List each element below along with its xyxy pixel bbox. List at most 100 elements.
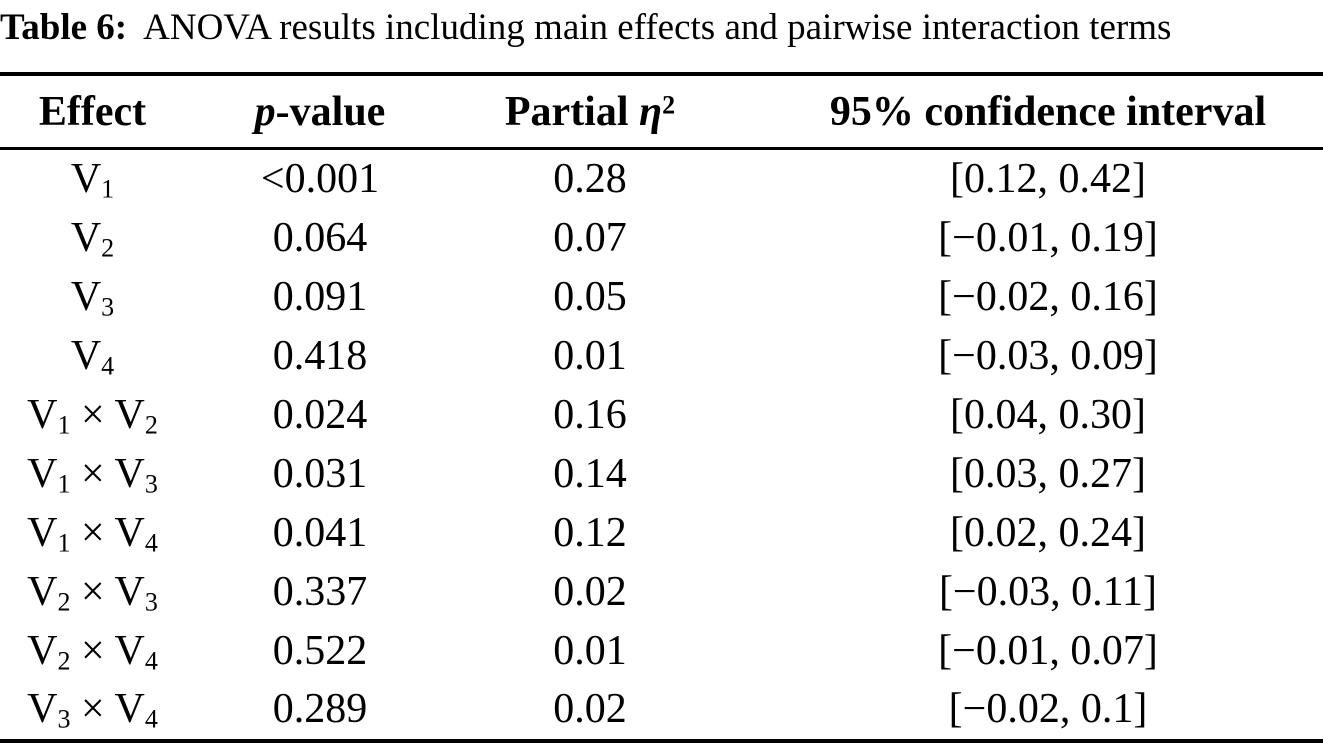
p-value-cell: 0.522 — [272, 627, 368, 674]
header-partial-eta: Partial η2 — [455, 91, 725, 133]
ci-cell: [−0.03, 0.09] — [938, 333, 1158, 380]
p-value-cell: 0.041 — [272, 509, 368, 556]
header-p-value: p-value — [185, 91, 455, 133]
partial-label: Partial — [504, 88, 640, 135]
table-caption: Table 6: ANOVA results including main eff… — [0, 0, 1323, 72]
table-row: V1 × V3 0.031 0.14 [0.03, 0.27] — [0, 444, 1323, 503]
effect-var: V — [70, 156, 102, 203]
times-operator: × — [70, 627, 115, 674]
effect-var: V — [114, 392, 145, 438]
partial-eta-cell: 0.12 — [553, 509, 627, 556]
effect-sub: 3 — [144, 587, 158, 617]
effect-cell: V2 × V4 — [0, 627, 185, 676]
effect-sub: 4 — [144, 646, 158, 676]
effect-sub: 2 — [57, 587, 71, 617]
eta-exponent: 2 — [662, 89, 676, 119]
effect-var: V — [114, 568, 145, 615]
ci-cell: [0.12, 0.42] — [950, 156, 1146, 203]
effect-var: V — [27, 568, 58, 615]
effect-sub: 3 — [57, 705, 71, 735]
effect-cell: V1 × V4 — [0, 509, 185, 556]
table-caption-text: ANOVA results including main effects and… — [143, 7, 1172, 48]
effect-sub: 3 — [101, 292, 115, 322]
partial-eta-cell: 0.14 — [553, 450, 627, 497]
effect-cell: V3 × V4 — [0, 686, 185, 733]
times-operator: × — [70, 392, 115, 438]
effect-cell: V2 × V3 — [0, 568, 185, 617]
ci-cell: [−0.01, 0.07] — [938, 627, 1158, 674]
effect-sub: 2 — [101, 234, 115, 264]
effect-cell: V2 — [0, 215, 185, 262]
partial-eta-cell: 0.01 — [553, 627, 627, 674]
p-italic: p — [254, 88, 276, 135]
effect-cell: V4 — [0, 333, 185, 380]
header-effect: Effect — [38, 88, 147, 135]
partial-eta-cell: 0.02 — [553, 568, 627, 615]
partial-eta-cell: 0.07 — [553, 215, 627, 262]
p-value-cell: 0.064 — [272, 215, 368, 262]
effect-var: V — [114, 627, 145, 674]
table-row: V2 × V3 0.337 0.02 [−0.03, 0.11] — [0, 562, 1323, 621]
ci-cell: [−0.03, 0.11] — [938, 568, 1158, 615]
table-row: V1 × V2 0.024 0.16 [0.04, 0.30] — [0, 386, 1323, 445]
p-value-cell: 0.091 — [272, 274, 368, 321]
effect-cell: V1 × V2 — [0, 392, 185, 438]
ci-cell: [−0.01, 0.19] — [938, 215, 1158, 262]
table-row: V3 0.091 0.05 [−0.02, 0.16] — [0, 268, 1323, 327]
times-operator: × — [70, 509, 115, 556]
ci-cell: [−0.02, 0.1] — [948, 686, 1148, 733]
p-value-suffix: -value — [275, 88, 386, 135]
effect-var: V — [70, 274, 102, 321]
effect-var: V — [114, 450, 145, 497]
ci-cell: [0.02, 0.24] — [950, 509, 1146, 556]
partial-eta-cell: 0.16 — [553, 392, 627, 438]
effect-var: V — [27, 450, 58, 497]
effect-sub: 1 — [57, 528, 71, 558]
eta-symbol: η — [639, 88, 663, 135]
times-operator: × — [70, 450, 115, 497]
table-row: V2 0.064 0.07 [−0.01, 0.19] — [0, 209, 1323, 268]
effect-sub: 1 — [101, 175, 115, 205]
effect-cell: V1 — [0, 156, 185, 203]
header-confidence-interval: 95% confidence interval — [829, 88, 1267, 135]
effect-var: V — [27, 392, 58, 438]
effect-var: V — [27, 686, 58, 733]
p-value-cell: 0.024 — [272, 392, 368, 438]
partial-eta-cell: 0.02 — [553, 686, 627, 733]
effect-var: V — [70, 215, 102, 262]
effect-var: V — [114, 509, 145, 556]
effect-var: V — [70, 333, 102, 380]
partial-eta-cell: 0.28 — [553, 156, 627, 203]
p-value-cell: 0.289 — [272, 686, 368, 733]
table-row: V1 <0.001 0.28 [0.12, 0.42] — [0, 150, 1323, 209]
partial-eta-cell: 0.05 — [553, 274, 627, 321]
p-value-cell: 0.337 — [272, 568, 368, 615]
effect-sub: 4 — [144, 528, 158, 558]
effect-sub: 1 — [57, 410, 71, 440]
anova-results-table: Effect p-value Partial η2 95% confidence… — [0, 72, 1323, 743]
effect-sub: 2 — [144, 410, 158, 440]
effect-var: V — [114, 686, 145, 733]
times-operator: × — [70, 686, 115, 733]
times-operator: × — [70, 568, 115, 615]
effect-var: V — [27, 509, 58, 556]
p-value-cell: 0.418 — [272, 333, 368, 380]
effect-sub: 4 — [144, 705, 158, 735]
effect-var: V — [27, 627, 58, 674]
table-row: V3 × V4 0.289 0.02 [−0.02, 0.1] — [0, 680, 1323, 739]
ci-cell: [0.04, 0.30] — [950, 392, 1146, 438]
table-row: V2 × V4 0.522 0.01 [−0.01, 0.07] — [0, 621, 1323, 680]
effect-cell: V3 — [0, 274, 185, 321]
ci-cell: [0.03, 0.27] — [950, 450, 1146, 497]
ci-cell: [−0.02, 0.16] — [938, 274, 1158, 321]
effect-sub: 2 — [57, 646, 71, 676]
table-number-label: Table 6: — [0, 7, 128, 48]
p-value-cell: 0.031 — [272, 450, 368, 497]
table-row: V1 × V4 0.041 0.12 [0.02, 0.24] — [0, 503, 1323, 562]
effect-sub: 1 — [57, 469, 71, 499]
effect-sub: 3 — [144, 469, 158, 499]
effect-sub: 4 — [101, 351, 115, 381]
p-value-cell: <0.001 — [260, 156, 380, 203]
partial-eta-cell: 0.01 — [553, 333, 627, 380]
table-bottom-rule — [0, 738, 1323, 743]
